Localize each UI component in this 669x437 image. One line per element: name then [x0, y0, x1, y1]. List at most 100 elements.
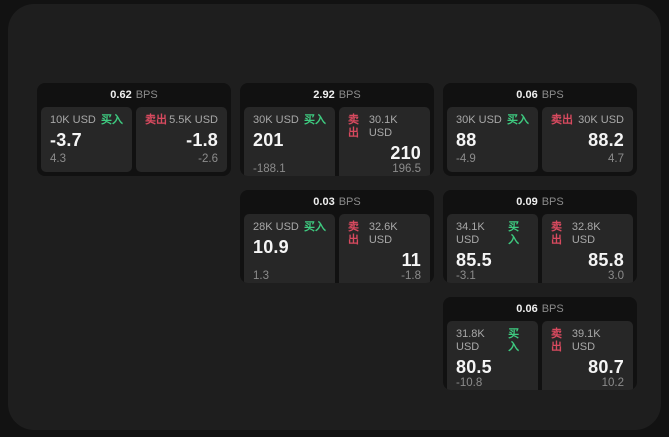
sell-size-label: 5.5K USD — [169, 114, 218, 126]
sell-quote-pane[interactable]: 卖出 5.5K USD -1.8 -2.6 — [136, 107, 227, 172]
sell-quote-pane[interactable]: 卖出 32.8K USD 85.8 3.0 — [542, 214, 633, 283]
buy-pane-top: 30K USD 买入 — [456, 114, 529, 127]
bps-value: 0.03 — [313, 196, 335, 208]
quote-card: 0.06 BPS 31.8K USD 买入 80.5 -10.8 卖出 39.1… — [443, 297, 637, 390]
sell-side-label: 卖出 — [551, 328, 562, 353]
card-header: 2.92 BPS — [240, 83, 434, 107]
sell-price: 80.7 — [588, 357, 624, 377]
sell-size-label: 30K USD — [578, 114, 624, 126]
sell-delta: 3.0 — [608, 270, 624, 282]
buy-size-label: 28K USD — [253, 221, 299, 233]
sell-pane-top: 卖出 30.1K USD — [348, 114, 421, 140]
quote-card: 0.03 BPS 28K USD 买入 10.9 1.3 卖出 32.6K US… — [240, 190, 434, 283]
sell-quote-pane[interactable]: 卖出 30.1K USD 210 196.5 — [339, 107, 430, 176]
buy-price: 201 — [253, 130, 284, 150]
sell-price: 85.8 — [588, 250, 624, 270]
card-header: 0.06 BPS — [443, 83, 637, 107]
quote-card: 0.06 BPS 30K USD 买入 88 -4.9 卖出 30K USD — [443, 83, 637, 176]
buy-delta: -4.9 — [456, 153, 476, 165]
card-header: 0.03 BPS — [240, 190, 434, 214]
buy-size-label: 10K USD — [50, 114, 96, 126]
bps-unit-label: BPS — [541, 89, 564, 101]
buy-size-label: 31.8K USD — [456, 328, 485, 353]
buy-size-label: 34.1K USD — [456, 221, 485, 246]
card-body: 30K USD 买入 88 -4.9 卖出 30K USD 88.2 4.7 — [443, 107, 637, 176]
buy-quote-pane[interactable]: 30K USD 买入 201 -188.1 — [244, 107, 335, 176]
quote-card: 0.09 BPS 34.1K USD 买入 85.5 -3.1 卖出 32.8K… — [443, 190, 637, 283]
buy-size-label: 30K USD — [253, 114, 299, 126]
buy-pane-top: 34.1K USD 买入 — [456, 221, 529, 247]
sell-price: 11 — [401, 250, 421, 270]
sell-pane-top: 卖出 32.8K USD — [551, 221, 624, 247]
bps-value: 0.06 — [516, 89, 538, 101]
bps-value: 0.62 — [110, 89, 132, 101]
sell-quote-pane[interactable]: 卖出 32.6K USD 11 -1.8 — [339, 214, 430, 283]
sell-pane-top: 卖出 39.1K USD — [551, 328, 624, 354]
buy-delta: -3.1 — [456, 270, 476, 282]
sell-size-label: 32.6K USD — [368, 221, 398, 246]
sell-delta: -1.8 — [401, 270, 421, 282]
sell-side-label: 卖出 — [551, 221, 562, 246]
bps-unit-label: BPS — [338, 196, 361, 208]
card-body: 31.8K USD 买入 80.5 -10.8 卖出 39.1K USD 80.… — [443, 321, 637, 390]
buy-quote-pane[interactable]: 28K USD 买入 10.9 1.3 — [244, 214, 335, 283]
sell-side-label: 卖出 — [145, 114, 167, 126]
buy-pane-top: 30K USD 买入 — [253, 114, 326, 127]
buy-quote-pane[interactable]: 34.1K USD 买入 85.5 -3.1 — [447, 214, 538, 283]
sell-side-label: 卖出 — [348, 114, 359, 139]
buy-price: 88 — [456, 130, 477, 150]
buy-delta: -10.8 — [456, 377, 483, 389]
buy-price: 80.5 — [456, 357, 492, 377]
sell-pane-top: 卖出 32.6K USD — [348, 221, 421, 247]
bps-unit-label: BPS — [541, 303, 564, 315]
sell-size-label: 30.1K USD — [368, 114, 398, 139]
quote-card: 2.92 BPS 30K USD 买入 201 -188.1 卖出 30.1K … — [240, 83, 434, 176]
sell-size-label: 32.8K USD — [571, 221, 601, 246]
card-header: 0.06 BPS — [443, 297, 637, 321]
bps-unit-label: BPS — [135, 89, 158, 101]
bps-value: 2.92 — [313, 89, 335, 101]
sell-price: 210 — [390, 143, 421, 163]
card-body: 28K USD 买入 10.9 1.3 卖出 32.6K USD 11 -1.8 — [240, 214, 434, 283]
quote-card: 0.62 BPS 10K USD 买入 -3.7 4.3 卖出 5.5K USD — [37, 83, 231, 176]
buy-price: -3.7 — [50, 130, 82, 150]
buy-pane-top: 10K USD 买入 — [50, 114, 123, 127]
sell-side-label: 卖出 — [551, 114, 573, 126]
card-body: 30K USD 买入 201 -188.1 卖出 30.1K USD 210 1… — [240, 107, 434, 176]
sell-delta: 10.2 — [601, 377, 624, 389]
quote-card-grid: 0.62 BPS 10K USD 买入 -3.7 4.3 卖出 5.5K USD — [37, 83, 637, 390]
sell-price: 88.2 — [588, 130, 624, 150]
buy-side-label: 买入 — [304, 114, 326, 126]
buy-side-label: 买入 — [508, 221, 520, 246]
bps-value: 0.06 — [516, 303, 538, 315]
bps-value: 0.09 — [516, 196, 538, 208]
card-body: 34.1K USD 买入 85.5 -3.1 卖出 32.8K USD 85.8… — [443, 214, 637, 283]
card-header: 0.09 BPS — [443, 190, 637, 214]
sell-side-label: 卖出 — [348, 221, 359, 246]
buy-side-label: 买入 — [508, 328, 520, 353]
buy-delta: 4.3 — [50, 153, 66, 165]
bps-unit-label: BPS — [338, 89, 361, 101]
sell-quote-pane[interactable]: 卖出 30K USD 88.2 4.7 — [542, 107, 633, 172]
bps-unit-label: BPS — [541, 196, 564, 208]
buy-side-label: 买入 — [101, 114, 123, 126]
buy-quote-pane[interactable]: 10K USD 买入 -3.7 4.3 — [41, 107, 132, 172]
card-body: 10K USD 买入 -3.7 4.3 卖出 5.5K USD -1.8 -2.… — [37, 107, 231, 176]
sell-quote-pane[interactable]: 卖出 39.1K USD 80.7 10.2 — [542, 321, 633, 390]
buy-price: 10.9 — [253, 237, 289, 257]
buy-delta: -188.1 — [253, 163, 286, 175]
sell-delta: -2.6 — [198, 153, 218, 165]
buy-size-label: 30K USD — [456, 114, 502, 126]
sell-pane-top: 卖出 5.5K USD — [145, 114, 218, 127]
buy-pane-top: 31.8K USD 买入 — [456, 328, 529, 354]
sell-pane-top: 卖出 30K USD — [551, 114, 624, 127]
buy-price: 85.5 — [456, 250, 492, 270]
buy-quote-pane[interactable]: 31.8K USD 买入 80.5 -10.8 — [447, 321, 538, 390]
buy-quote-pane[interactable]: 30K USD 买入 88 -4.9 — [447, 107, 538, 172]
buy-side-label: 买入 — [304, 221, 326, 233]
buy-pane-top: 28K USD 买入 — [253, 221, 326, 234]
sell-size-label: 39.1K USD — [571, 328, 601, 353]
buy-side-label: 买入 — [507, 114, 529, 126]
sell-price: -1.8 — [186, 130, 218, 150]
